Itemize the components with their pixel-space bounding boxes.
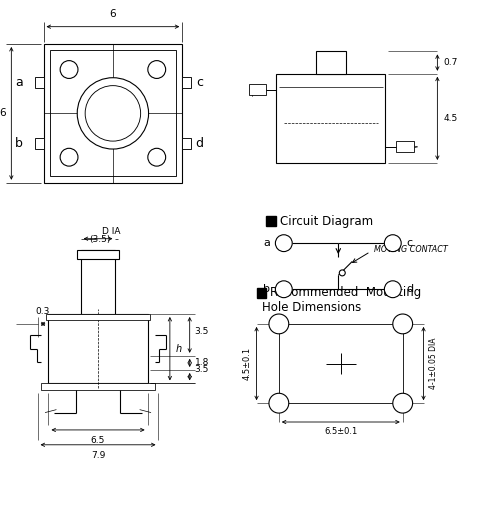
Bar: [34, 77, 43, 88]
Circle shape: [269, 314, 289, 334]
Text: 4-1±0.05 DIA: 4-1±0.05 DIA: [430, 338, 438, 389]
Text: 6: 6: [110, 9, 116, 19]
Text: b: b: [264, 284, 270, 294]
Text: 6: 6: [0, 109, 6, 118]
Text: d: d: [196, 137, 203, 150]
Bar: [77, 250, 119, 258]
Text: 6.5: 6.5: [91, 436, 105, 445]
Text: 1.8: 1.8: [194, 359, 209, 367]
Text: D IA: D IA: [102, 227, 120, 236]
Text: 3.5: 3.5: [194, 365, 209, 374]
Circle shape: [384, 235, 401, 252]
Bar: [182, 138, 191, 149]
Text: d: d: [406, 284, 413, 294]
Bar: [276, 74, 386, 163]
Circle shape: [276, 281, 292, 298]
Text: c: c: [406, 238, 412, 248]
Circle shape: [393, 393, 412, 413]
Circle shape: [148, 61, 166, 78]
Text: a: a: [15, 76, 22, 89]
Text: 3.5: 3.5: [194, 327, 209, 336]
Bar: [266, 217, 276, 227]
Bar: [80, 250, 116, 314]
Text: MOVING CONTACT: MOVING CONTACT: [374, 245, 448, 254]
Bar: [48, 314, 148, 383]
Text: c: c: [196, 76, 203, 89]
Bar: [249, 85, 266, 95]
Text: 0.7: 0.7: [444, 58, 458, 67]
Bar: [34, 138, 43, 149]
Circle shape: [384, 281, 401, 298]
Bar: [396, 141, 413, 152]
Circle shape: [60, 61, 78, 78]
Text: 4.5: 4.5: [444, 114, 458, 123]
Text: 4.5±0.1: 4.5±0.1: [242, 347, 252, 380]
Bar: [50, 51, 176, 176]
Circle shape: [148, 148, 166, 166]
Bar: [316, 52, 346, 74]
Text: Hole Dimensions: Hole Dimensions: [262, 301, 361, 314]
Bar: [256, 288, 266, 298]
Text: (3.5): (3.5): [89, 235, 110, 244]
Circle shape: [276, 235, 292, 252]
Text: 6.5±0.1: 6.5±0.1: [324, 427, 358, 436]
Text: h: h: [176, 343, 182, 354]
Circle shape: [269, 393, 289, 413]
Text: a: a: [264, 238, 270, 248]
Circle shape: [340, 270, 345, 276]
Bar: [41, 383, 155, 390]
Circle shape: [393, 314, 412, 334]
Text: Circuit Diagram: Circuit Diagram: [280, 215, 374, 228]
Text: b: b: [15, 137, 22, 150]
Text: 7.9: 7.9: [91, 450, 105, 460]
Text: Recommended  Mounting: Recommended Mounting: [270, 286, 422, 299]
Circle shape: [77, 78, 148, 149]
Circle shape: [85, 86, 140, 141]
Bar: [44, 44, 182, 183]
Circle shape: [60, 148, 78, 166]
Bar: [182, 77, 191, 88]
Text: 0.3: 0.3: [36, 307, 50, 316]
Bar: [46, 314, 150, 320]
